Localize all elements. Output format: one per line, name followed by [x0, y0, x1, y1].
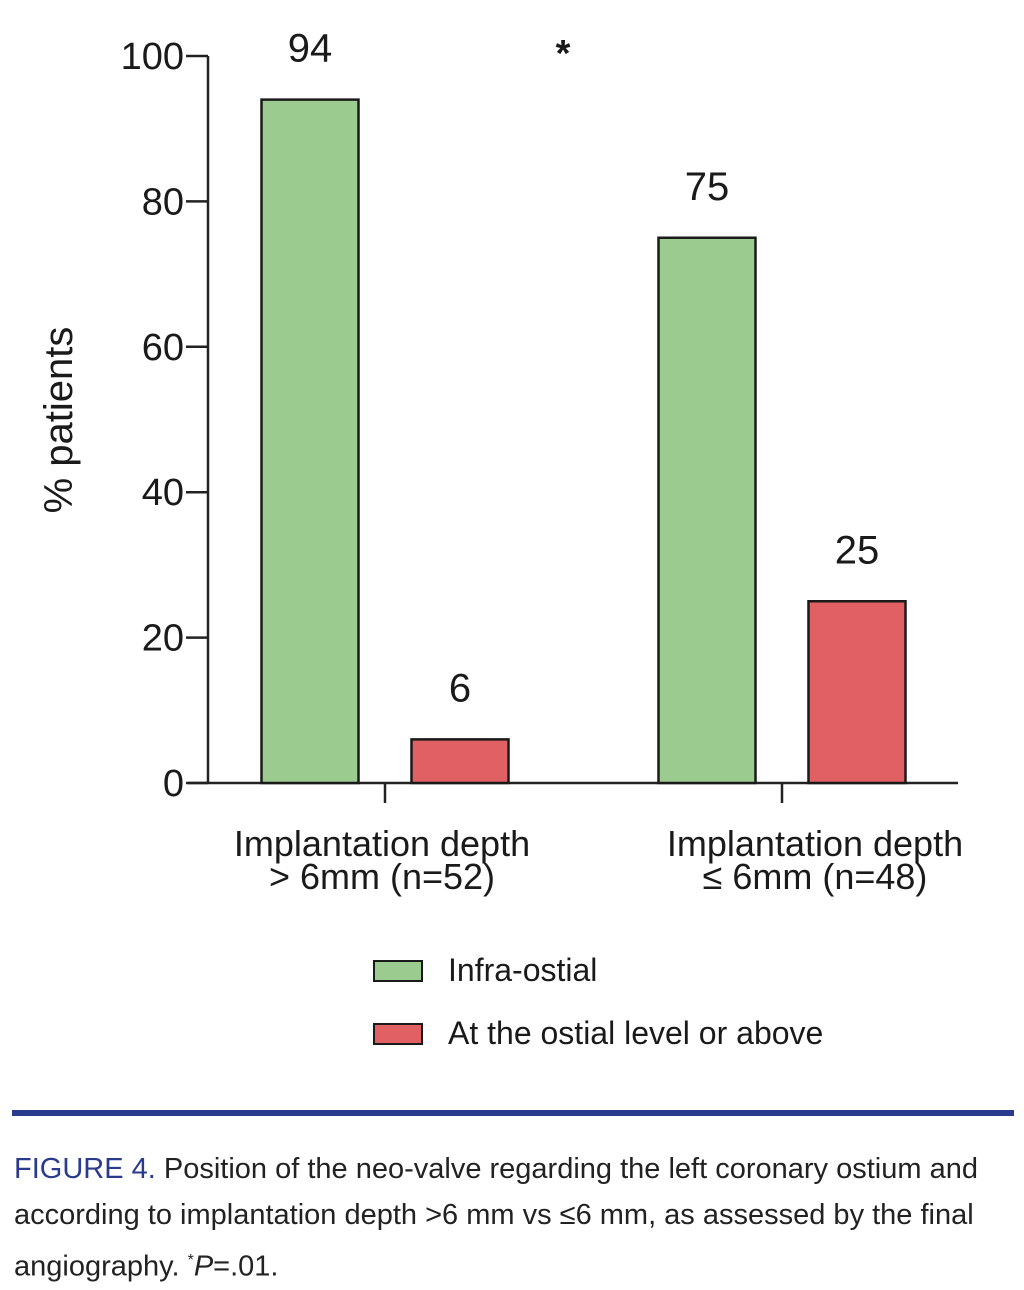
y-tick-label-3: 60: [142, 327, 184, 369]
caption-footnote-mark: *: [187, 1252, 194, 1269]
data-label-1-1: 25: [835, 528, 880, 572]
data-label-0-1: 75: [685, 165, 730, 209]
bar-ostial-or-above-1: [807, 600, 907, 785]
bar-infra-ostial-1: [657, 236, 757, 785]
y-axis-title: % patients: [37, 327, 81, 514]
x-category-label-1-1: ≤ 6mm (n=48): [703, 856, 928, 897]
x-category-label-0-0: Implantation depth: [234, 823, 530, 864]
x-category-label-0-1: > 6mm (n=52): [269, 856, 495, 897]
bar-chart: 0 20 40 60 80 100 % patients 94 75 6 25 Implantatio…: [37, 27, 963, 1051]
bar-infra-ostial-0: [260, 98, 360, 785]
figure-caption: FIGURE 4. Position of the neo-valve rega…: [14, 1146, 1014, 1290]
data-label-1-0: 6: [449, 666, 471, 710]
caption-text: Position of the neo-valve regarding the …: [14, 1153, 978, 1283]
y-tick-label-0: 0: [163, 763, 184, 805]
legend-swatch-0: [373, 960, 423, 982]
caption-divider: [12, 1110, 1014, 1116]
legend-swatch-1: [373, 1023, 423, 1045]
legend-label-1: At the ostial level or above: [448, 1015, 823, 1051]
bar-ostial-or-above-0: [410, 738, 510, 785]
x-category-label-1-0: Implantation depth: [667, 823, 963, 864]
significance-asterisk: *: [556, 33, 571, 75]
caption-p-symbol: P: [193, 1250, 214, 1283]
y-tick-label-5: 100: [121, 36, 184, 78]
caption-label: FIGURE 4.: [14, 1153, 156, 1185]
caption-p-value: =.01.: [213, 1250, 279, 1283]
y-tick-label-1: 20: [142, 618, 184, 660]
legend-label-0: Infra-ostial: [448, 952, 597, 988]
y-tick-label-2: 40: [142, 472, 184, 514]
data-label-0-0: 94: [288, 27, 333, 71]
y-tick-label-4: 80: [142, 181, 184, 223]
